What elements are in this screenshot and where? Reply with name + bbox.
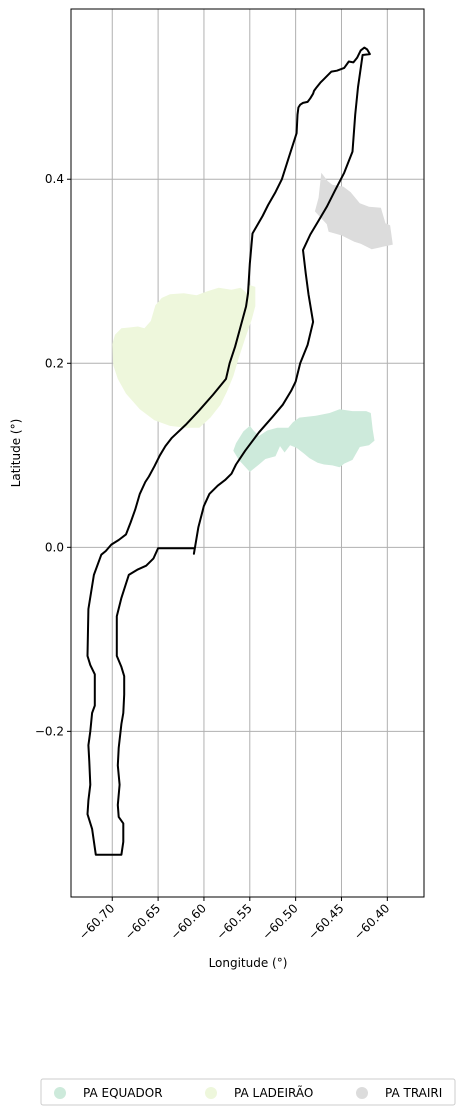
legend-label: PA TRAIRI xyxy=(385,1086,442,1100)
y-axis-label: Latitude (°) xyxy=(9,419,23,488)
y-tick-label: −0.2 xyxy=(35,724,64,738)
x-tick-label: −60.65 xyxy=(122,901,163,942)
areas-layer xyxy=(112,172,393,472)
x-tick-label: −60.70 xyxy=(76,901,117,942)
x-tick-label: −60.60 xyxy=(168,901,209,942)
boundary-outline xyxy=(86,46,371,856)
y-tick-label: 0.4 xyxy=(45,172,64,186)
y-tick-label: 0.2 xyxy=(45,356,64,370)
area-pa-equador xyxy=(233,409,375,472)
legend-marker xyxy=(356,1087,368,1099)
legend-label: PA EQUADOR xyxy=(83,1086,163,1100)
legend-marker xyxy=(54,1087,66,1099)
x-tick-label: −60.55 xyxy=(214,901,255,942)
outline-layer xyxy=(86,46,371,856)
x-axis-label: Longitude (°) xyxy=(209,956,288,970)
x-tick-label: −60.40 xyxy=(351,901,392,942)
legend-box xyxy=(40,1078,456,1106)
y-tick-label: 0.0 xyxy=(45,540,64,554)
plot-frame xyxy=(70,8,425,898)
area-pa-trairi xyxy=(314,172,393,250)
area-pa-ladeirao xyxy=(112,285,256,428)
x-tick-label: −60.45 xyxy=(305,901,346,942)
legend-marker xyxy=(205,1087,217,1099)
x-tick-label: −60.50 xyxy=(259,901,300,942)
legend: PA EQUADOR PA LADEIRÃO PA TRAIRI xyxy=(40,1078,456,1106)
legend-label: PA LADEIRÃO xyxy=(234,1085,313,1100)
ticks-layer: −60.70 −60.65 −60.60 −60.55 −60.50 −60.45 −60.… xyxy=(35,172,393,942)
